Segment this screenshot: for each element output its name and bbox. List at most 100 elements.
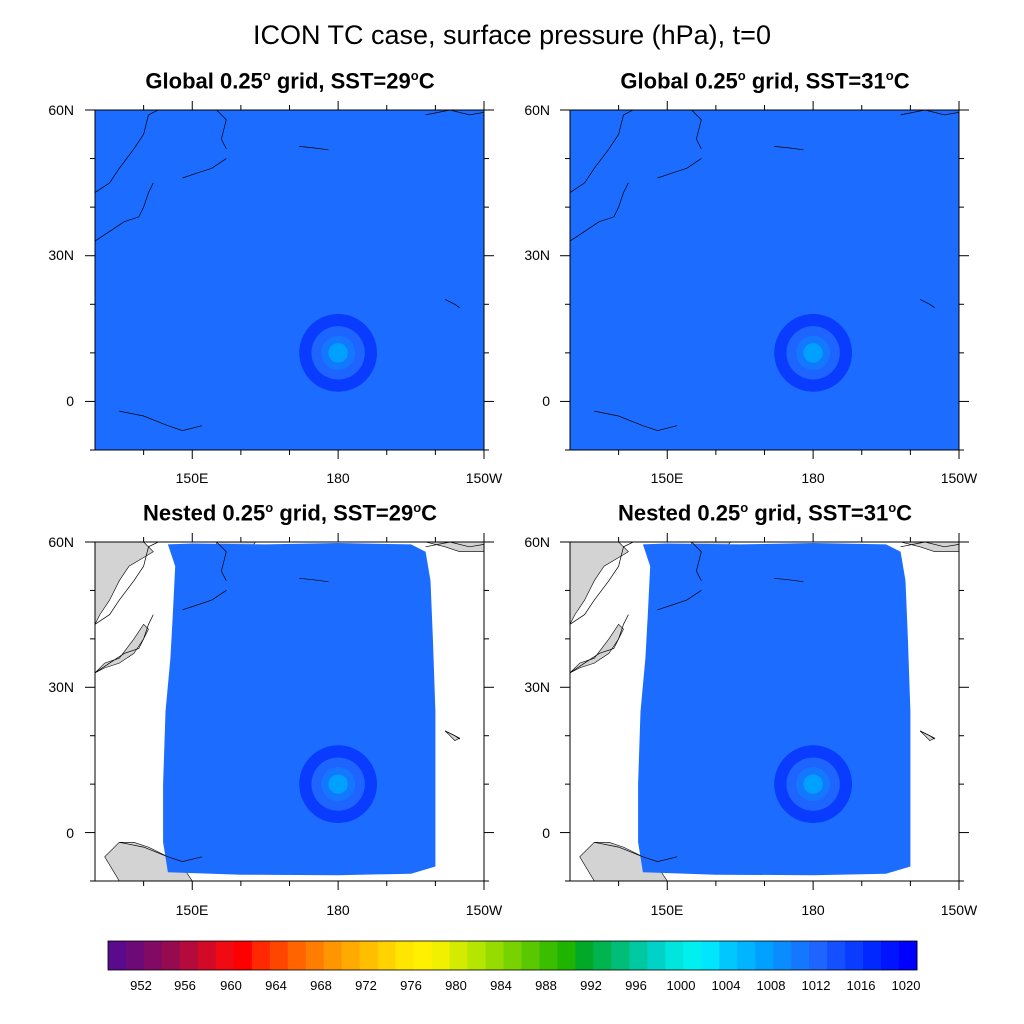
colorbar-label: 1000 — [666, 978, 696, 993]
coastline — [657, 158, 702, 179]
colorbar-swatch — [161, 941, 181, 970]
map-panel-3 — [85, 533, 494, 890]
colorbar-label: 964 — [265, 978, 287, 993]
cyclone-ring — [808, 779, 819, 790]
nested-domain-field — [163, 543, 436, 876]
colorbar-label: 984 — [490, 978, 512, 993]
lat-tick-30n-p2: 30N — [524, 247, 550, 263]
coastline — [119, 410, 203, 431]
coastline — [95, 614, 154, 674]
colorbar-swatch — [521, 941, 540, 970]
panel-title-4: Nested 0.25o grid, SST=31oC — [617, 500, 913, 526]
colorbar-label: 1008 — [756, 978, 786, 993]
land-mask — [570, 542, 629, 625]
colorbar-swatch — [395, 941, 415, 970]
lat-tick-0-p2: 0 — [542, 393, 550, 409]
lon-tick-150e-p2: 150E — [650, 470, 684, 486]
colorbar-swatch — [215, 941, 235, 970]
colorbar-label: 1016 — [846, 978, 876, 993]
land-mask — [900, 542, 959, 552]
coastline — [216, 542, 227, 581]
colorbar-label: 996 — [625, 978, 647, 993]
map-panel-2 — [560, 101, 969, 459]
coastline — [299, 577, 329, 583]
coastline — [774, 146, 804, 151]
colorbar-swatch — [143, 941, 163, 970]
global-field — [95, 110, 484, 450]
coastline — [299, 146, 329, 151]
colorbar-swatch — [899, 941, 918, 970]
colorbar-swatch — [305, 941, 325, 970]
colorbar-swatch — [341, 941, 361, 970]
colorbar-swatch — [359, 941, 379, 970]
lon-tick-150e-p3: 150E — [175, 902, 209, 918]
lat-tick-60n-p4: 60N — [524, 534, 550, 550]
coastline — [900, 110, 959, 116]
colorbar-swatch — [647, 941, 666, 970]
coastline — [425, 542, 484, 548]
lat-tick-0-p3: 0 — [66, 825, 74, 841]
colorbar-swatch — [773, 941, 792, 970]
colorbar-swatch — [791, 941, 810, 970]
colorbar-label: 968 — [310, 978, 332, 993]
colorbar-label: 976 — [400, 978, 422, 993]
coastline — [570, 110, 634, 193]
lat-tick-0-p1: 0 — [66, 393, 74, 409]
colorbar-swatch — [449, 941, 469, 970]
lat-tick-30n-p4: 30N — [524, 679, 550, 695]
colorbar-swatch — [683, 941, 702, 970]
lon-tick-150e-p4: 150E — [650, 902, 684, 918]
lon-tick-150w-p1: 150W — [465, 470, 503, 486]
figure-title: ICON TC case, surface pressure (hPa), t=… — [253, 20, 771, 50]
lon-tick-150w-p2: 150W — [940, 470, 978, 486]
colorbar-swatch — [593, 941, 612, 970]
panel-title-3: Nested 0.25o grid, SST=29oC — [142, 500, 438, 526]
map-panel-4 — [560, 533, 969, 890]
coastline — [425, 110, 484, 116]
coastline — [182, 590, 227, 611]
lat-tick-60n-p1: 60N — [48, 102, 74, 118]
colorbar-swatch — [377, 941, 397, 970]
colorbar-swatch — [287, 941, 307, 970]
lon-tick-180-p4: 180 — [801, 902, 825, 918]
lon-tick-150e-p1: 150E — [175, 470, 209, 486]
coastline — [444, 299, 460, 308]
colorbar-swatch — [557, 941, 576, 970]
land-mask — [95, 542, 154, 625]
colorbar-swatch — [629, 941, 648, 970]
lon-tick-180-p3: 180 — [326, 902, 350, 918]
colorbar-label: 1012 — [801, 978, 831, 993]
colorbar-label: 992 — [580, 978, 602, 993]
colorbar-swatch — [269, 941, 289, 970]
colorbar-label: 956 — [174, 978, 196, 993]
global-field — [570, 110, 959, 450]
colorbar-swatch — [863, 941, 882, 970]
cyclone-ring — [333, 779, 344, 790]
colorbar-label: 972 — [355, 978, 377, 993]
coastline — [570, 182, 629, 242]
lat-tick-30n-p3: 30N — [48, 679, 74, 695]
colorbar-swatch — [323, 941, 343, 970]
colorbar-swatch — [431, 941, 451, 970]
colorbar-label: 960 — [220, 978, 242, 993]
colorbar-label: 980 — [445, 978, 467, 993]
coastline — [444, 730, 460, 740]
map-panel-1 — [85, 101, 494, 459]
coastline — [774, 577, 804, 583]
colorbar-swatch — [467, 941, 487, 970]
colorbar-swatch — [251, 941, 271, 970]
cyclone-ring — [808, 347, 819, 358]
cyclone-ring — [333, 347, 344, 358]
colorbar-swatch — [108, 941, 127, 970]
coastline — [900, 542, 959, 548]
colorbar-swatch — [845, 941, 864, 970]
coastline — [919, 730, 935, 740]
panel-title-1: Global 0.25o grid, SST=29oC — [145, 68, 435, 94]
lon-tick-180-p1: 180 — [326, 470, 350, 486]
lat-tick-60n-p2: 60N — [524, 102, 550, 118]
colorbar-swatch — [197, 941, 217, 970]
colorbar-frame — [107, 940, 918, 971]
colorbar-label: 988 — [535, 978, 557, 993]
colorbar-swatch — [737, 941, 756, 970]
coastline — [594, 841, 678, 862]
